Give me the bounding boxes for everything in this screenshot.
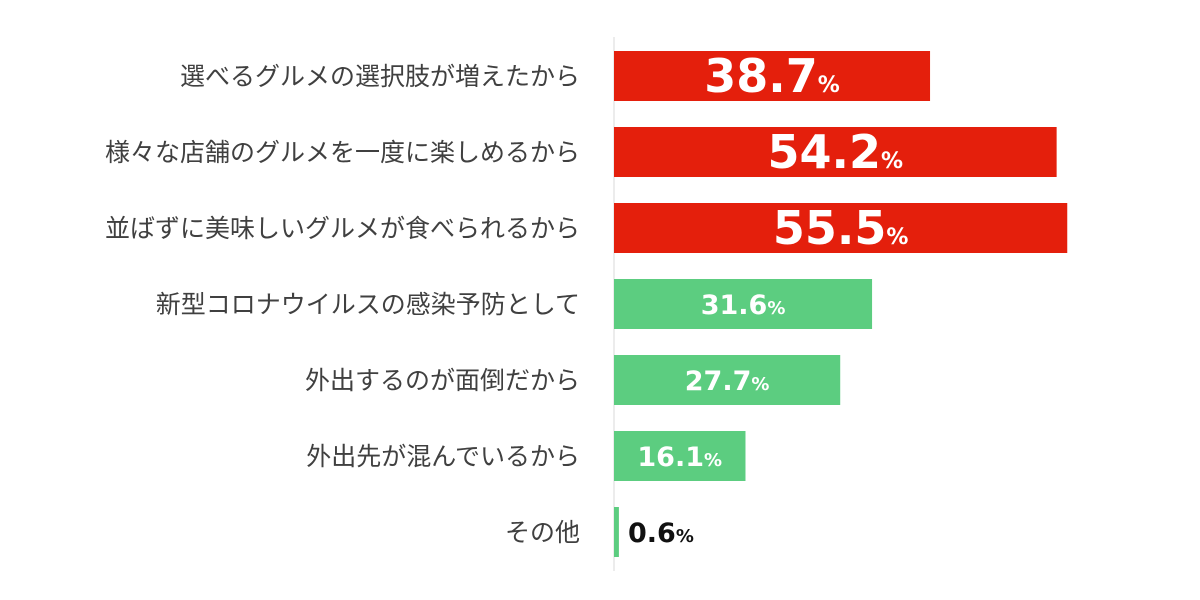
bar [614, 203, 1068, 253]
data-label-value: 0.6 [628, 518, 676, 549]
bar [614, 51, 931, 101]
category-label: 並ばずに美味しいグルメが食べられるから [105, 214, 580, 243]
bar [614, 355, 841, 405]
data-label-unit: % [767, 298, 785, 319]
category-label: 選べるグルメの選択肢が増えたから [180, 62, 580, 91]
data-label-unit: % [704, 450, 722, 471]
data-label: 38.7% [704, 49, 840, 103]
bar [614, 507, 619, 557]
category-label: 外出先が混んでいるから [306, 442, 580, 471]
data-label: 16.1% [637, 442, 722, 473]
data-label-unit: % [886, 225, 908, 250]
category-label: 外出するのが面倒だから [305, 366, 580, 395]
data-label-unit: % [751, 374, 769, 395]
data-label-unit: % [881, 149, 903, 174]
data-label: 54.2% [768, 125, 904, 179]
data-label-value: 38.7 [704, 49, 818, 103]
category-label: 様々な店舗のグルメを一度に楽しめるから [105, 138, 580, 167]
bar [614, 279, 873, 329]
data-label: 55.5% [773, 201, 909, 255]
data-label-value: 27.7 [685, 366, 752, 397]
category-label: その他 [505, 518, 580, 547]
data-label: 27.7% [685, 366, 770, 397]
data-label-unit: % [676, 526, 694, 547]
data-label-value: 16.1 [637, 442, 704, 473]
category-label: 新型コロナウイルスの感染予防として [156, 290, 580, 319]
data-label-value: 55.5 [773, 201, 887, 255]
data-label-value: 54.2 [768, 125, 882, 179]
bar [614, 431, 746, 481]
data-label: 0.6% [628, 518, 694, 549]
data-label-unit: % [818, 73, 840, 98]
data-label: 31.6% [701, 290, 786, 321]
data-label-value: 31.6 [701, 290, 768, 321]
bar [614, 127, 1057, 177]
